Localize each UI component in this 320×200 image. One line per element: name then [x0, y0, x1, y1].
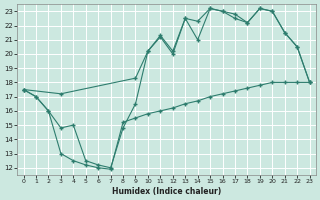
X-axis label: Humidex (Indice chaleur): Humidex (Indice chaleur): [112, 187, 221, 196]
